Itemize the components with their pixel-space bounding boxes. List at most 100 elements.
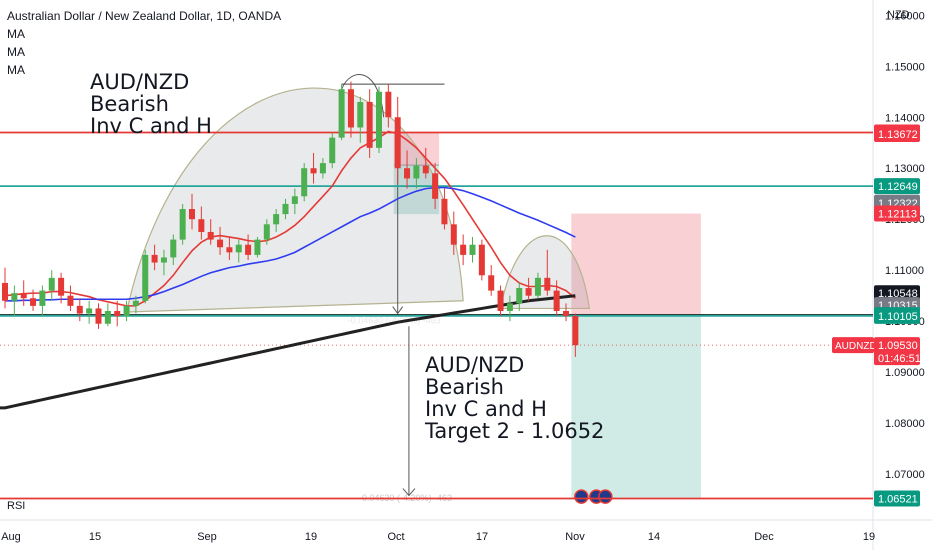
x-tick-label: Nov xyxy=(565,531,585,543)
candle-body xyxy=(170,239,177,258)
candle-body xyxy=(179,209,186,240)
moving-averages xyxy=(0,130,576,410)
ma-line-red xyxy=(4,130,576,307)
y-tick-label: 1.13000 xyxy=(885,163,925,175)
candle-body xyxy=(123,305,130,317)
candle-body xyxy=(58,277,65,296)
candle-body xyxy=(347,89,354,128)
price-badge xyxy=(874,307,920,324)
candle-body xyxy=(254,239,261,255)
candle-body xyxy=(151,254,158,263)
symbol-badge xyxy=(832,337,874,354)
candle-body xyxy=(506,303,513,311)
symbol-badge-text: AUDNZD xyxy=(835,341,877,352)
y-tick-label: 1.16000 xyxy=(885,10,925,22)
annotation-bottom-line: Bearish xyxy=(425,375,504,399)
x-tick-label: 14 xyxy=(648,531,660,543)
candle-body xyxy=(114,310,121,317)
candlesticks xyxy=(2,81,579,357)
horizontal-levels xyxy=(0,131,873,500)
candle-body xyxy=(488,275,495,291)
candle-body xyxy=(357,101,364,128)
candle-body xyxy=(76,305,83,314)
candle-body xyxy=(291,196,298,204)
candle-body xyxy=(497,290,504,311)
x-tick-label: 19 xyxy=(863,531,875,543)
candle-body xyxy=(207,231,214,240)
candle-body xyxy=(441,198,448,225)
candle-body xyxy=(310,168,317,174)
candle-body xyxy=(142,254,149,301)
candle-body xyxy=(460,244,467,255)
candle-body xyxy=(198,219,205,232)
candle-body xyxy=(394,117,401,169)
candle-body xyxy=(329,137,336,164)
candle-body xyxy=(48,277,55,291)
price-badge xyxy=(874,205,920,222)
candle-body xyxy=(553,290,560,311)
ma-line-black xyxy=(0,294,576,410)
annotation-bottom-line: AUD/NZD xyxy=(425,353,525,377)
rsi-label[interactable]: RSI xyxy=(7,500,26,512)
annotation-top: AUD/NZD Bearish Inv C and H xyxy=(90,71,212,137)
ma-line-blue xyxy=(5,186,576,302)
chart-title: Australian Dollar / New Zealand Dollar, … xyxy=(7,9,282,23)
y-tick-label: 1.15000 xyxy=(885,61,925,73)
annotation-top-line: Bearish xyxy=(90,92,169,116)
annotation-top-line: AUD/NZD xyxy=(90,70,190,94)
currency-unit: NZD xyxy=(887,9,910,21)
candle-body xyxy=(11,293,18,301)
x-tick-label: 19 xyxy=(305,531,317,543)
annotation-bottom-line: Inv C and H xyxy=(425,397,547,421)
candle-body xyxy=(478,244,485,276)
candle-body xyxy=(385,91,392,118)
candle-body xyxy=(273,214,280,225)
candle-body xyxy=(86,308,93,314)
x-tick-label: Aug xyxy=(1,531,21,543)
event-flag-icon xyxy=(574,489,589,504)
candle-body xyxy=(404,168,411,179)
indicator-ma-2[interactable]: MA xyxy=(7,45,25,59)
candle-body xyxy=(319,163,326,174)
indicator-ma-3[interactable]: MA xyxy=(7,63,25,77)
candle-body xyxy=(450,224,457,245)
projection-label-1: -0.04630 (-4.20%) -463 xyxy=(348,316,441,326)
current-price-text: 1.09530 xyxy=(878,340,918,352)
candle-body xyxy=(189,209,195,220)
axes: 1.160001.150001.140001.130001.120001.110… xyxy=(1,10,925,543)
indicator-ma-1[interactable]: MA xyxy=(7,27,25,41)
candle-body xyxy=(432,173,439,199)
price-badge-text: 1.06521 xyxy=(878,494,918,506)
candle-body xyxy=(160,257,167,263)
candle-body xyxy=(235,244,242,253)
candle-body xyxy=(217,239,224,248)
candle-body xyxy=(20,293,27,299)
candle-body xyxy=(104,310,111,324)
arrow-head-1 xyxy=(392,306,404,315)
candle-body xyxy=(338,89,345,138)
price-badge xyxy=(874,490,920,507)
candle-body xyxy=(563,310,569,317)
candle-body xyxy=(2,282,8,301)
candle-body xyxy=(39,290,46,306)
position-zones xyxy=(393,132,701,499)
x-tick-label: 17 xyxy=(476,531,488,543)
candle-body xyxy=(282,203,289,215)
candle-body xyxy=(245,244,252,255)
candle-body xyxy=(469,244,476,255)
annotation-bottom-line: Target 2 - 1.0652 xyxy=(425,419,605,443)
price-badge-text: 1.12113 xyxy=(878,208,917,220)
price-badge-text: 1.10105 xyxy=(878,311,918,323)
y-tick-label: 1.14000 xyxy=(885,112,925,124)
annotation-bottom: AUD/NZD Bearish Inv C and H Target 2 - 1… xyxy=(425,354,604,442)
y-tick-label: 1.08000 xyxy=(885,418,925,430)
candle-body xyxy=(301,168,308,197)
stop-loss-zone xyxy=(571,213,701,316)
candle-body xyxy=(413,165,420,179)
price-badge xyxy=(874,178,920,195)
x-tick-label: Dec xyxy=(754,531,774,543)
candle-body xyxy=(544,277,551,291)
y-tick-label: 1.07000 xyxy=(885,469,925,481)
